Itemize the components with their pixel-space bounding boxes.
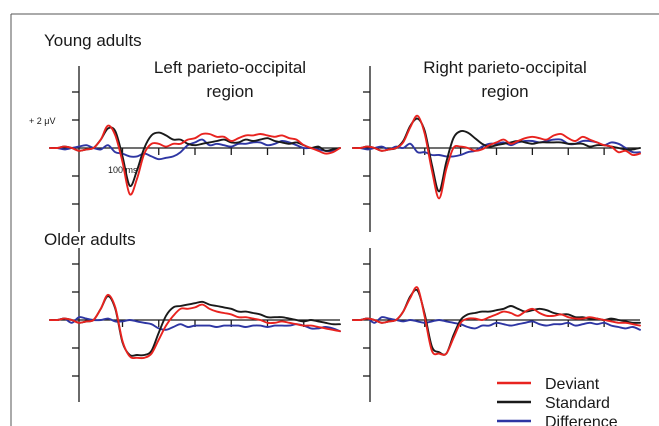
series-line-standard xyxy=(50,127,340,186)
legend: Deviant Standard Difference xyxy=(497,376,618,426)
panel-older-left xyxy=(50,248,340,402)
region-label-right-line1: Right parieto-occipital xyxy=(423,58,586,77)
panel-young-left xyxy=(50,66,340,232)
group-label-young: Young adults xyxy=(44,31,142,50)
region-label-left-line2: region xyxy=(206,82,253,101)
legend-label-standard: Standard xyxy=(545,395,610,412)
legend-label-deviant: Deviant xyxy=(545,376,600,393)
legend-label-difference: Difference xyxy=(545,414,618,426)
group-label-older: Older adults xyxy=(44,230,136,249)
region-label-left-line1: Left parieto-occipital xyxy=(154,58,306,77)
region-label-right-line2: region xyxy=(481,82,528,101)
series-line-deviant xyxy=(353,116,640,199)
series-line-deviant xyxy=(50,126,340,195)
amplitude-scale-label: + 2 μV xyxy=(29,116,55,126)
